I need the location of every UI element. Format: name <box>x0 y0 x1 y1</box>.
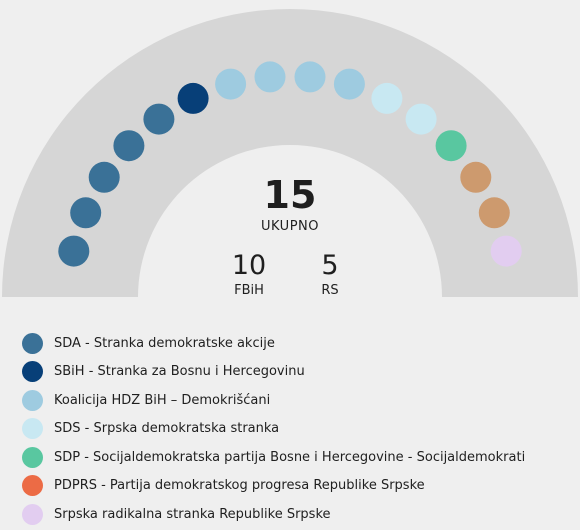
legend: SDA - Stranka demokratske akcije SBiH - S… <box>22 329 525 529</box>
legend-item: SDS - Srpska demokratska stranka <box>22 415 525 444</box>
legend-swatch <box>22 503 43 525</box>
seat-dot <box>58 235 90 267</box>
legend-item: SDP - Socijaldemokratska partija Bosne i… <box>22 443 525 472</box>
legend-swatch <box>22 418 43 440</box>
legend-label: Srpska radikalna stranka Republike Srpsk… <box>54 506 331 522</box>
seat-dot <box>254 61 286 93</box>
rs-seats-value: 5 <box>321 250 339 281</box>
legend-item: PDPRS - Partija demokratskog progresa Re… <box>22 472 525 501</box>
seat-dot <box>215 68 247 100</box>
seat-dot <box>478 197 510 229</box>
total-seats-value: 15 <box>263 173 317 217</box>
seat-dot <box>88 161 120 193</box>
seat-dot <box>70 197 102 229</box>
seat-dot <box>294 61 326 93</box>
total-seats-label: UKUPNO <box>260 219 319 234</box>
seat-dot <box>333 68 365 100</box>
seat-dot <box>490 235 522 267</box>
legend-swatch <box>22 332 43 354</box>
fbih-seats-value: 10 <box>231 250 267 281</box>
seat-dot <box>177 82 209 114</box>
parliament-hemicycle <box>2 9 578 297</box>
legend-label: SDS - Srpska demokratska stranka <box>54 421 280 437</box>
legend-item: SDA - Stranka demokratske akcije <box>22 329 525 358</box>
legend-swatch <box>22 361 43 383</box>
seat-dots <box>58 61 522 267</box>
legend-label: SDP - Socijaldemokratska partija Bosne i… <box>54 449 526 465</box>
legend-item: SBiH - Stranka za Bosnu i Hercegovinu <box>22 358 525 387</box>
legend-swatch <box>22 475 43 497</box>
seat-dot <box>435 130 467 162</box>
legend-label: PDPRS - Partija demokratskog progresa Re… <box>54 478 425 494</box>
legend-swatch <box>22 446 43 468</box>
legend-swatch <box>22 389 43 411</box>
seat-dot <box>371 82 403 114</box>
seat-dot <box>143 103 175 135</box>
legend-item: Srpska radikalna stranka Republike Srpsk… <box>22 500 525 529</box>
fbih-seats-label: FBiH <box>234 283 264 298</box>
seat-dot <box>460 161 492 193</box>
legend-label: SDA - Stranka demokratske akcije <box>54 335 275 351</box>
seat-dot <box>405 103 437 135</box>
hemicycle-band <box>2 9 578 297</box>
legend-label: SBiH - Stranka za Bosnu i Hercegovinu <box>54 364 305 380</box>
legend-item: Koalicija HDZ BiH – Demokrišćani <box>22 386 525 415</box>
rs-seats-label: RS <box>321 283 339 298</box>
seat-dot <box>113 130 145 162</box>
legend-label: Koalicija HDZ BiH – Demokrišćani <box>54 392 271 408</box>
